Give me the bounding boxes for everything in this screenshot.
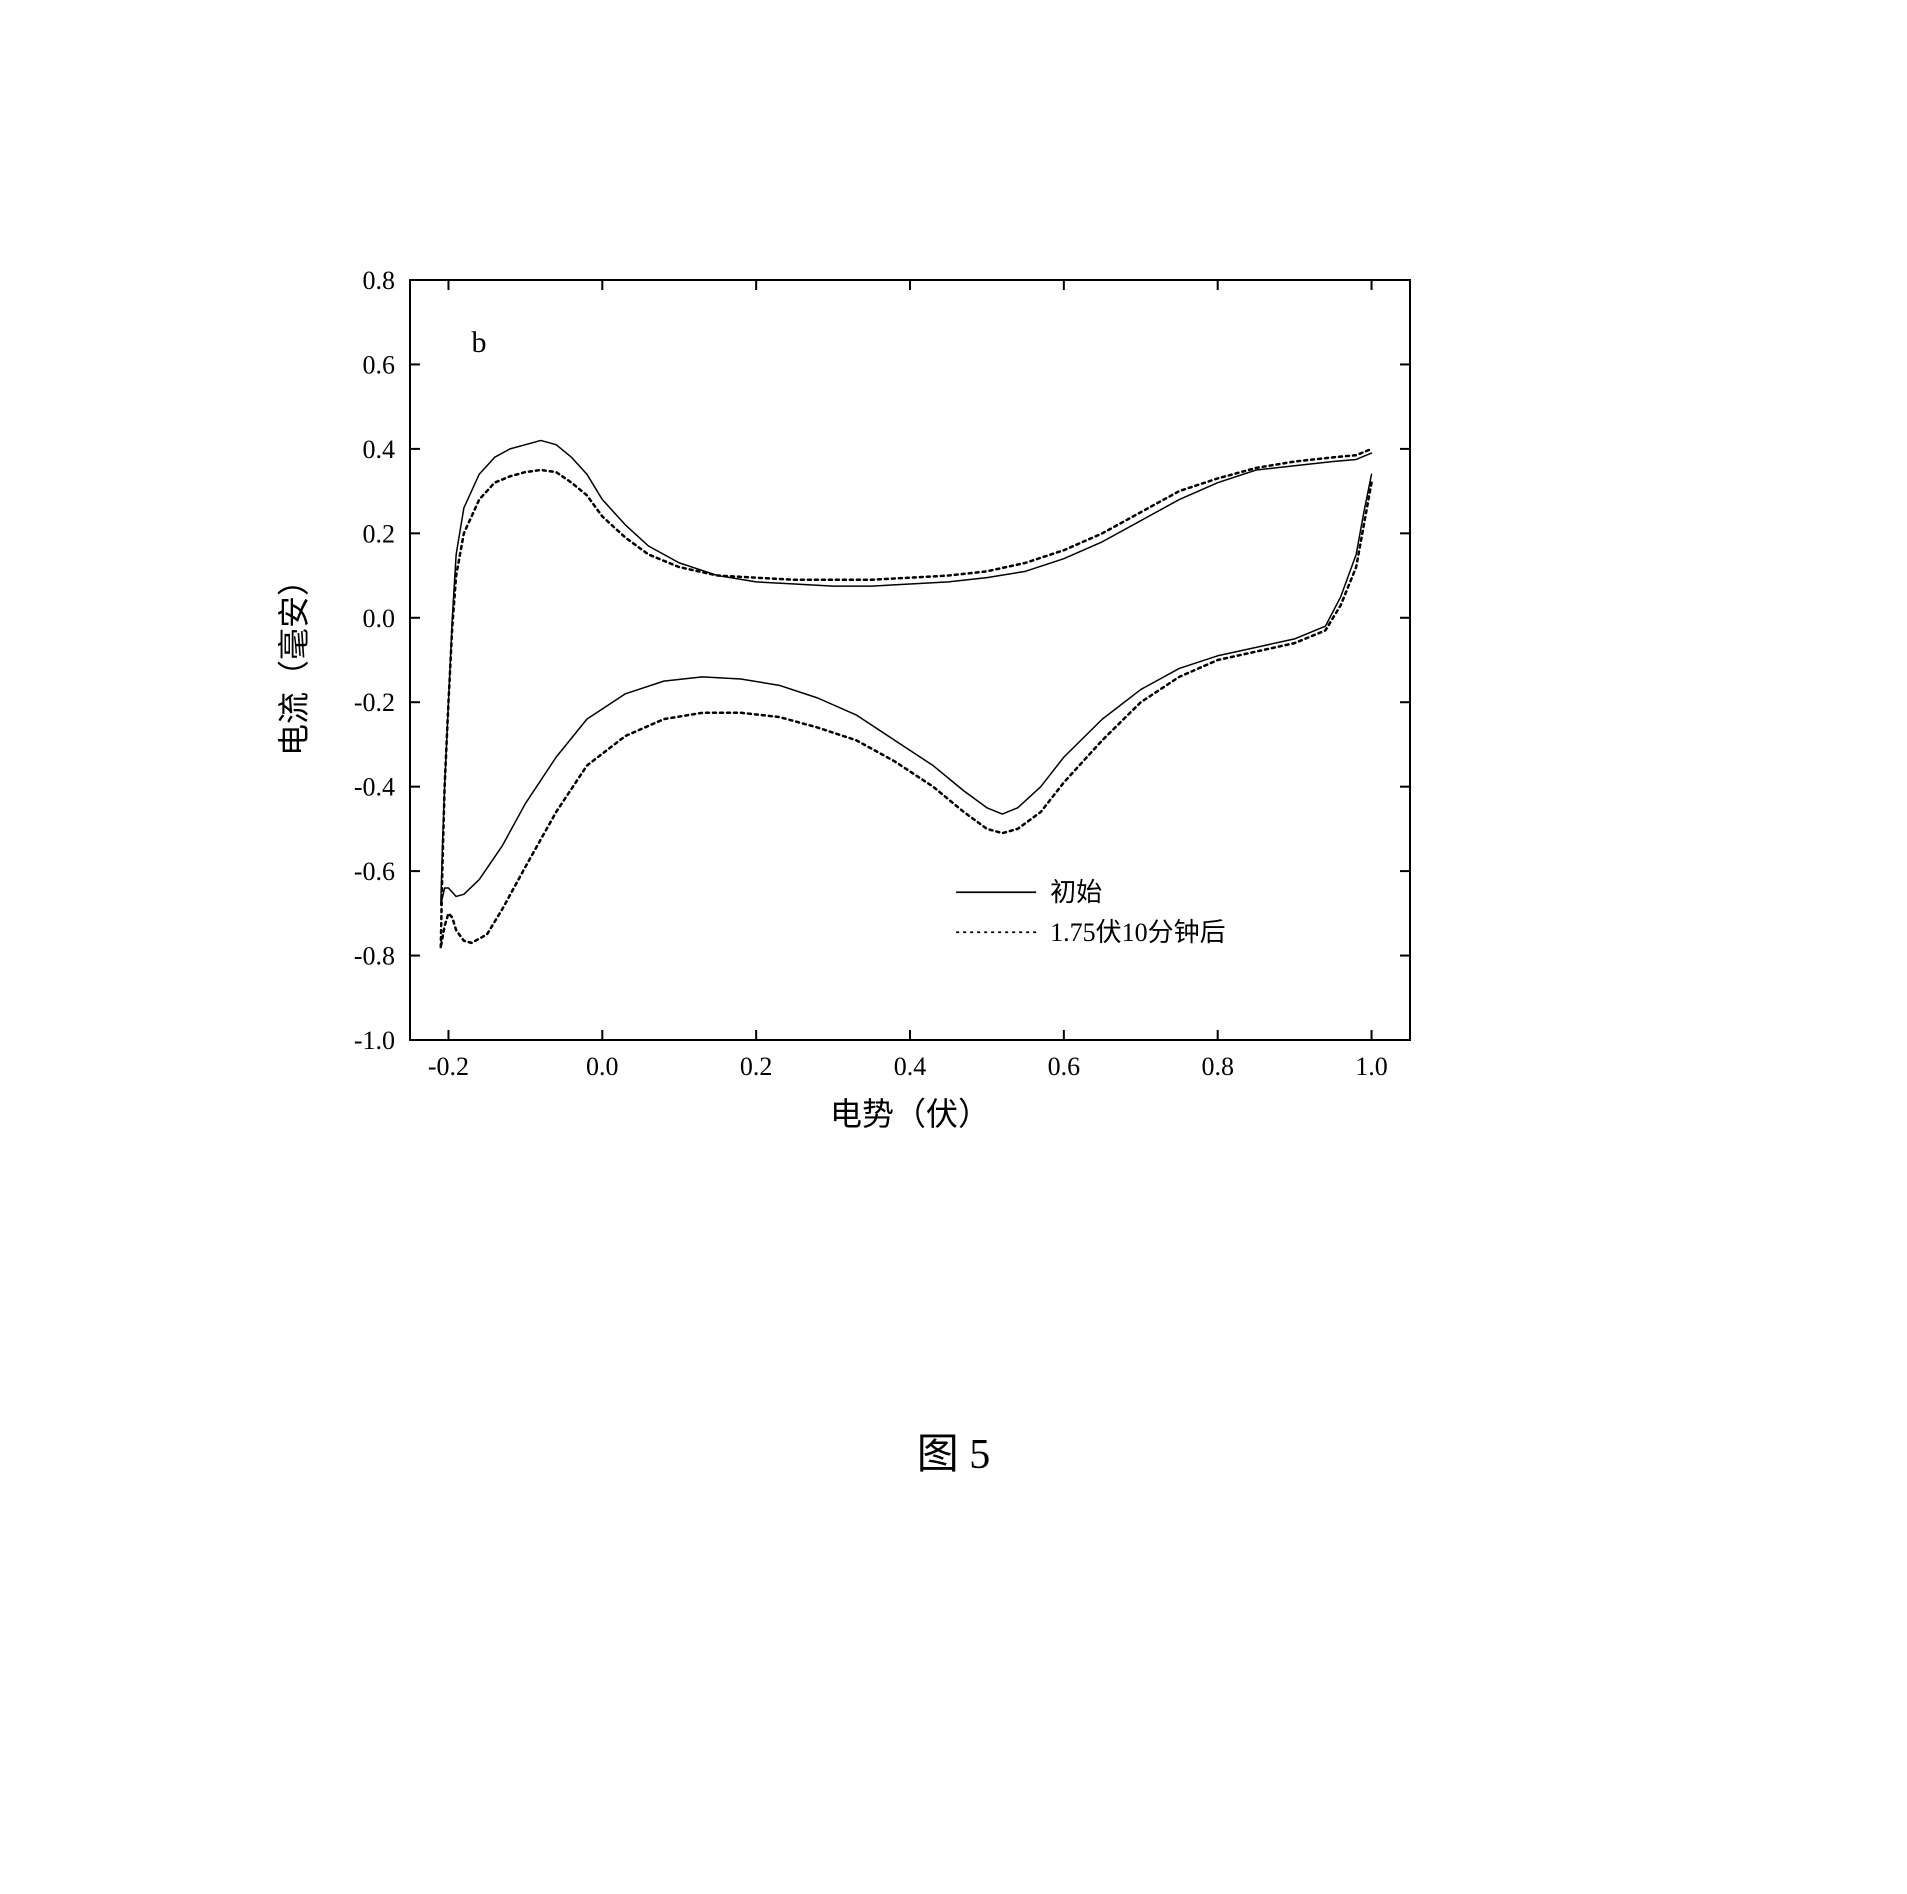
svg-text:-0.8: -0.8 [354, 942, 395, 971]
svg-text:1.0: 1.0 [1355, 1052, 1388, 1081]
cv-svg: -0.2 0.0 0.2 0.4 0.6 0.8 1.0 -1.0 -0.8 -0.6 -0.4 -0… [260, 260, 1440, 1160]
svg-text:初始: 初始 [1050, 878, 1102, 907]
svg-text:0.8: 0.8 [363, 266, 396, 295]
svg-text:0.2: 0.2 [363, 519, 396, 548]
svg-text:电流（毫安）: 电流（毫安） [276, 564, 312, 756]
figure-caption: 图 5 [0, 1420, 1907, 1481]
svg-text:-0.2: -0.2 [428, 1052, 469, 1081]
svg-text:0.0: 0.0 [586, 1052, 619, 1081]
cv-chart: -0.2 0.0 0.2 0.4 0.6 0.8 1.0 -1.0 -0.8 -0.6 -0.4 -0… [260, 260, 1440, 1160]
svg-text:-0.4: -0.4 [354, 773, 395, 802]
svg-text:-0.2: -0.2 [354, 688, 395, 717]
svg-text:1.75伏10分钟后: 1.75伏10分钟后 [1050, 918, 1226, 947]
svg-text:0.8: 0.8 [1201, 1052, 1234, 1081]
svg-text:b: b [472, 326, 487, 359]
svg-text:0.6: 0.6 [363, 350, 396, 379]
svg-text:0.6: 0.6 [1048, 1052, 1081, 1081]
svg-text:-0.6: -0.6 [354, 857, 395, 886]
svg-text:0.4: 0.4 [894, 1052, 927, 1081]
svg-text:0.0: 0.0 [363, 604, 396, 633]
svg-text:0.2: 0.2 [740, 1052, 773, 1081]
svg-text:-1.0: -1.0 [354, 1026, 395, 1055]
svg-text:电势（伏）: 电势（伏） [830, 1096, 990, 1132]
svg-text:0.4: 0.4 [363, 435, 396, 464]
